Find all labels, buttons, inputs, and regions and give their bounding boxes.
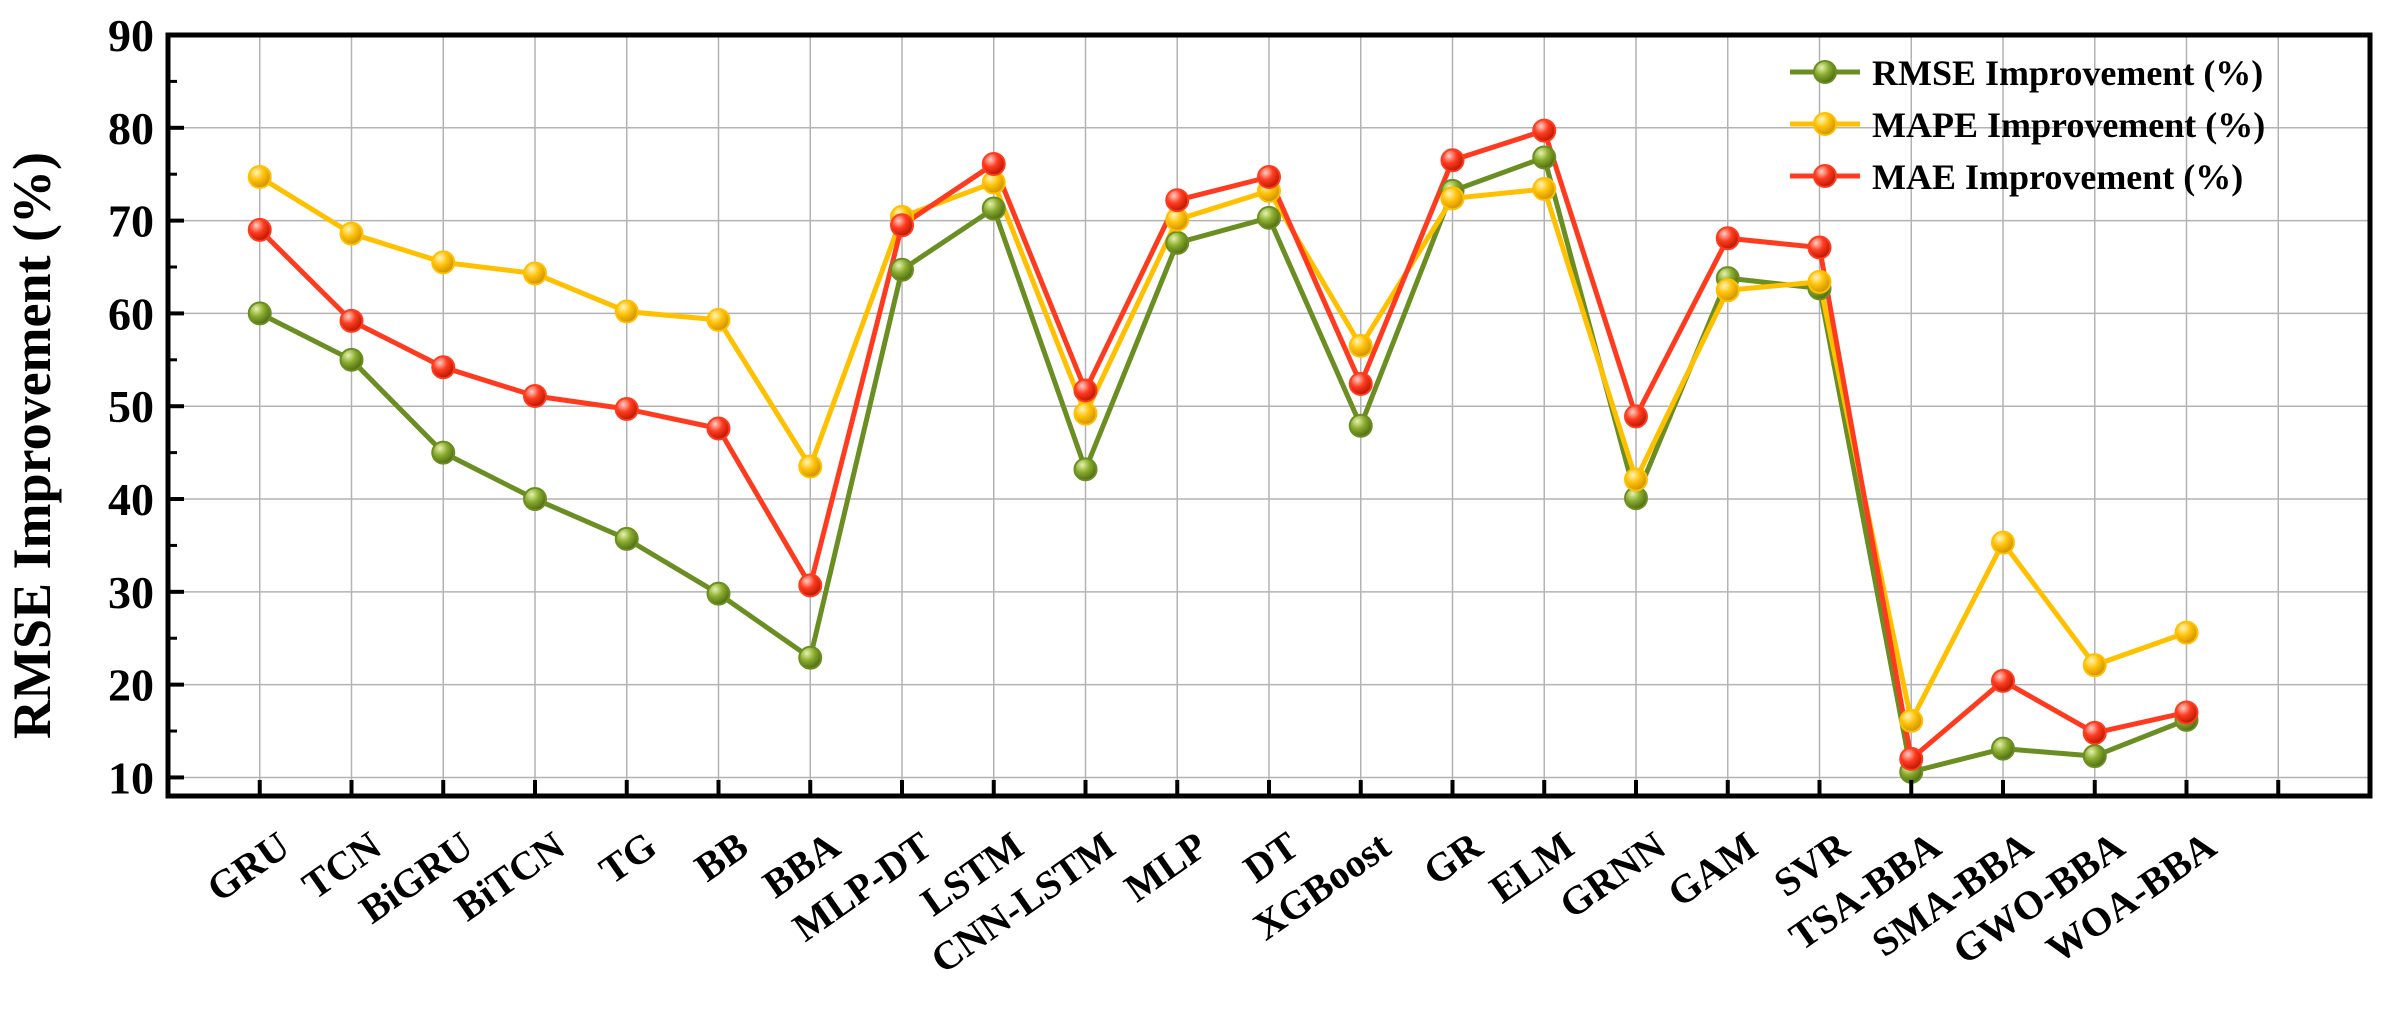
y-axis-title: RMSE Improvement (%) — [2, 152, 62, 739]
data-point — [2174, 620, 2199, 645]
data-point — [1440, 148, 1465, 173]
legend-label: MAE Improvement (%) — [1872, 157, 2243, 197]
y-tick-label: 90 — [108, 10, 154, 61]
data-point — [247, 164, 272, 189]
series-2-markers — [247, 164, 2199, 733]
y-tick-label: 40 — [108, 474, 154, 525]
data-point — [798, 454, 823, 479]
data-point — [1440, 186, 1465, 211]
y-tick-label: 80 — [108, 103, 154, 154]
grid-lines — [168, 35, 2370, 796]
legend-label: RMSE Improvement (%) — [1872, 53, 2263, 93]
data-point — [1532, 145, 1557, 170]
data-point — [339, 308, 364, 333]
data-point — [890, 257, 914, 282]
data-point — [1532, 118, 1557, 143]
series-line — [257, 128, 2188, 762]
data-point — [339, 221, 364, 246]
data-point — [1348, 333, 1373, 358]
data-point — [2174, 700, 2199, 725]
data-point — [706, 581, 731, 606]
data-point — [981, 151, 1006, 176]
data-point — [523, 261, 547, 286]
series-line — [258, 174, 2188, 724]
data-point — [1624, 404, 1648, 429]
data-point — [1715, 226, 1740, 251]
y-tick-label: 60 — [108, 288, 154, 339]
data-point — [890, 213, 914, 238]
series-line — [258, 155, 2188, 775]
data-point — [1073, 378, 1098, 403]
series-3-markers — [247, 118, 2199, 771]
data-point — [1991, 736, 2015, 761]
data-point — [614, 526, 639, 551]
data-point — [2082, 744, 2107, 769]
x-tick-label: GR — [1415, 822, 1491, 894]
series-3 — [257, 128, 2188, 762]
data-point — [523, 487, 547, 512]
data-point — [706, 307, 731, 332]
data-point — [798, 573, 823, 598]
data-point — [2082, 653, 2107, 678]
data-point — [431, 355, 456, 380]
legend: RMSE Improvement (%) MAPE Improvement (%)… — [1790, 53, 2265, 197]
y-tick-label: 10 — [108, 752, 154, 803]
y-tick-label: 20 — [108, 660, 154, 711]
series-2 — [258, 174, 2188, 724]
data-point — [1257, 205, 1281, 230]
data-point — [1073, 457, 1098, 482]
data-point — [614, 299, 639, 324]
data-point — [2082, 720, 2107, 745]
data-point — [1807, 269, 1832, 294]
legend-swatch-marker — [1813, 60, 1837, 84]
x-tick-label: GRNN — [1551, 823, 1673, 927]
data-point — [1348, 371, 1373, 396]
data-point — [339, 347, 364, 372]
y-tick-label: 50 — [108, 381, 154, 432]
data-point — [1532, 177, 1557, 202]
data-point — [1257, 164, 1281, 189]
y-tick-label: 30 — [108, 567, 154, 618]
legend-item: RMSE Improvement (%) — [1790, 53, 2263, 93]
series-1 — [258, 155, 2188, 775]
data-point — [981, 196, 1006, 221]
data-point — [523, 384, 547, 409]
data-point — [1165, 230, 1190, 255]
data-point — [247, 301, 272, 326]
data-point — [1165, 188, 1190, 213]
data-point — [614, 397, 639, 422]
legend-item: MAPE Improvement (%) — [1790, 105, 2265, 145]
legend-label: MAPE Improvement (%) — [1872, 105, 2265, 145]
y-tick-label: 70 — [108, 196, 154, 247]
x-tick-label: MLP — [1116, 823, 1215, 911]
data-point — [1991, 530, 2015, 555]
legend-swatch-marker — [1813, 164, 1837, 188]
data-point — [1073, 401, 1098, 426]
data-point — [431, 250, 456, 275]
x-tick-label: GAM — [1659, 823, 1765, 916]
x-tick-label: GRU — [199, 823, 298, 911]
x-tick-label: BB — [686, 823, 756, 890]
legend-swatch-marker — [1813, 112, 1837, 136]
data-point — [1807, 235, 1832, 260]
data-point — [1899, 708, 1924, 733]
data-point — [247, 217, 272, 242]
series-group — [247, 118, 2199, 784]
data-point — [798, 645, 823, 670]
data-point — [706, 416, 731, 441]
x-tick-label: TG — [591, 823, 664, 893]
data-point — [1899, 746, 1924, 771]
data-point — [1348, 413, 1373, 438]
data-point — [431, 440, 456, 465]
data-point — [1991, 668, 2015, 693]
legend-item: MAE Improvement (%) — [1790, 157, 2243, 197]
data-point — [1624, 467, 1648, 492]
data-point — [1715, 278, 1740, 303]
